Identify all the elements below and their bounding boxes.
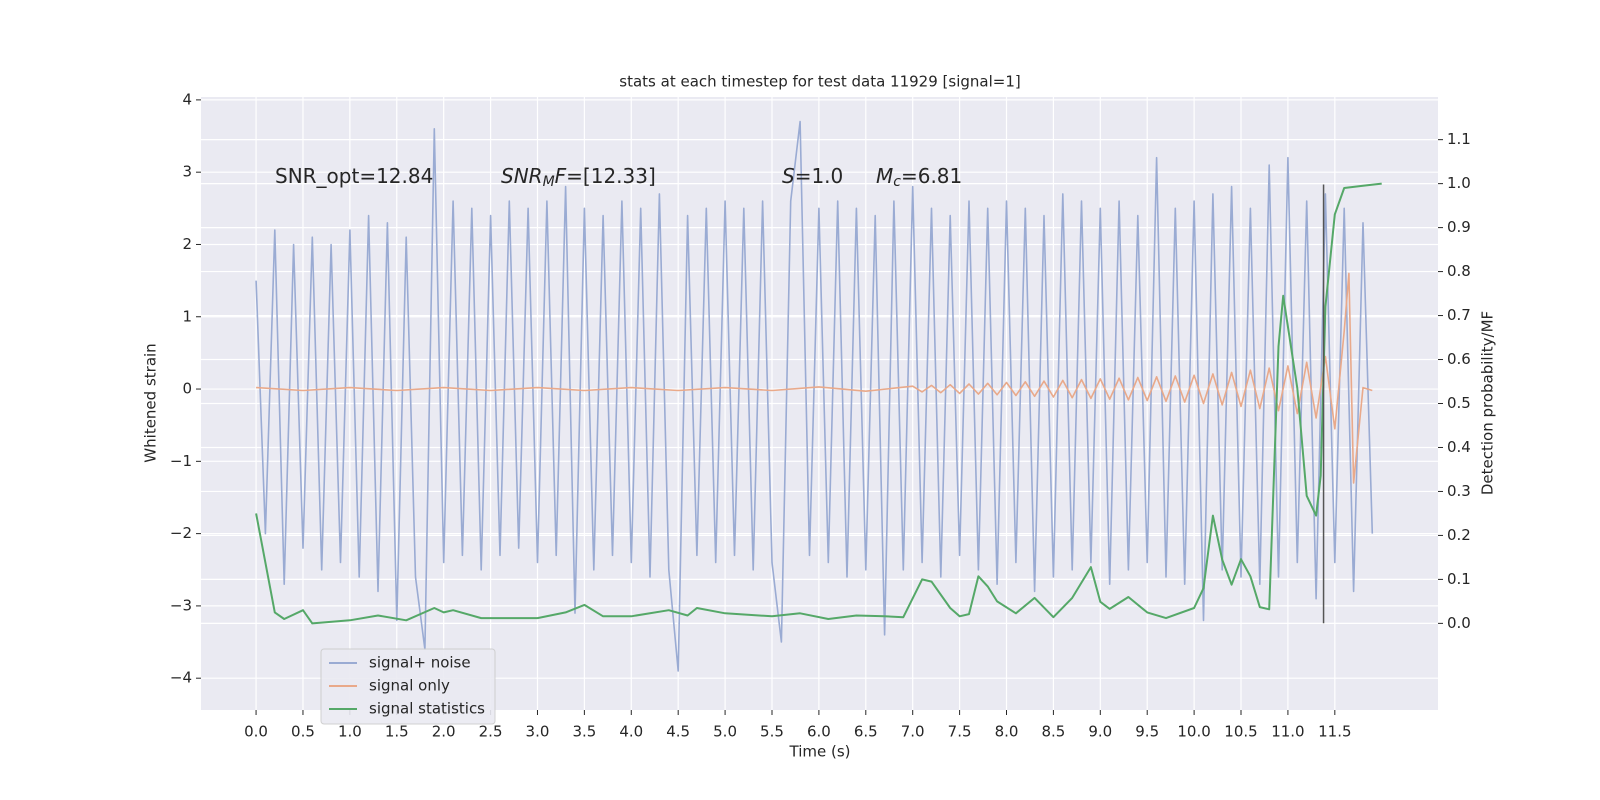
annotation-part: =[12.33] (566, 164, 656, 188)
x-tick-label: 10.5 (1224, 723, 1257, 741)
y-tick-label: −3 (170, 596, 192, 614)
x-tick-label: 8.0 (995, 723, 1019, 741)
x-tick-label: 2.5 (479, 723, 503, 741)
x-tick-label: 7.5 (948, 723, 972, 741)
annotation-part: M (876, 164, 893, 188)
y2-tick-label: 0.8 (1447, 262, 1471, 280)
annotation-part: =6.81 (901, 164, 962, 188)
y2-tick-label: 0.5 (1447, 394, 1471, 412)
y2-tick-label: 0.7 (1447, 306, 1471, 324)
y2-tick-label: 0.3 (1447, 482, 1471, 500)
y-tick-label: 1 (182, 307, 192, 325)
series-line (256, 272, 1373, 484)
x-tick-label: 9.0 (1088, 723, 1112, 741)
x-axis-label: Time (s) (789, 743, 851, 761)
legend-box (320, 648, 496, 725)
legend-label: signal+ noise (369, 654, 471, 672)
x-tick-label: 4.5 (666, 723, 690, 741)
annotation: S=1.0 (782, 164, 843, 188)
chart-title: stats at each timestep for test data 119… (619, 73, 1020, 91)
x-tick-label: 6.0 (807, 723, 831, 741)
annotation: Mc=6.81 (876, 164, 962, 191)
y2-tick-label: 0.6 (1447, 350, 1471, 368)
annotation-part: =1.0 (795, 164, 844, 188)
x-tick-label: 1.5 (385, 723, 409, 741)
x-tick-label: 5.5 (760, 723, 784, 741)
y2-tick-label: 0.2 (1447, 526, 1471, 544)
x-tick-label: 0.0 (244, 723, 268, 741)
x-tick-label: 2.0 (432, 723, 456, 741)
x-tick-label: 6.5 (854, 723, 878, 741)
y-tick-label: −4 (170, 669, 192, 687)
annotation: SNRMF=[12.33] (501, 164, 656, 191)
y-tick-label: −1 (170, 452, 192, 470)
annotation-part: M (543, 174, 555, 190)
y-tick-label: 2 (182, 235, 192, 253)
x-tick-label: 11.0 (1271, 723, 1304, 741)
series-line (255, 182, 1382, 625)
legend-label: signal statistics (369, 700, 485, 718)
x-tick-label: 0.5 (291, 723, 315, 741)
x-tick-label: 11.5 (1318, 723, 1351, 741)
x-tick-label: 5.0 (713, 723, 737, 741)
y2-axis-label: Detection probability/MF (1479, 311, 1497, 495)
annotation: SNR_opt=12.84 (275, 164, 433, 188)
y-tick-label: 3 (182, 163, 192, 181)
y2-tick-label: 1.1 (1447, 130, 1471, 148)
x-tick-label: 7.0 (901, 723, 925, 741)
y2-tick-label: 1.0 (1447, 174, 1471, 192)
x-tick-label: 3.5 (572, 723, 596, 741)
x-tick-label: 10.0 (1177, 723, 1210, 741)
y2-tick-label: 0.9 (1447, 218, 1471, 236)
annotation-part: c (893, 174, 901, 190)
legend-label: signal only (369, 677, 450, 695)
series-line (255, 120, 1374, 672)
x-tick-label: 9.5 (1135, 723, 1159, 741)
y-tick-label: −2 (170, 524, 192, 542)
y2-tick-label: 0.1 (1447, 570, 1471, 588)
annotation-part: F (555, 164, 567, 188)
y-tick-label: 4 (182, 90, 192, 108)
y2-tick-label: 0.4 (1447, 438, 1471, 456)
annotation-part: SNR_opt=12.84 (275, 164, 433, 188)
y-axis-label: Whitened strain (142, 343, 160, 462)
annotation-part: S (782, 164, 795, 188)
annotation-part: SNR (501, 164, 543, 188)
y2-tick-label: 0.0 (1447, 614, 1471, 632)
y-tick-label: 0 (182, 380, 192, 398)
x-tick-label: 8.5 (1041, 723, 1065, 741)
x-tick-label: 4.0 (619, 723, 643, 741)
x-tick-label: 1.0 (338, 723, 362, 741)
x-tick-label: 3.0 (526, 723, 550, 741)
